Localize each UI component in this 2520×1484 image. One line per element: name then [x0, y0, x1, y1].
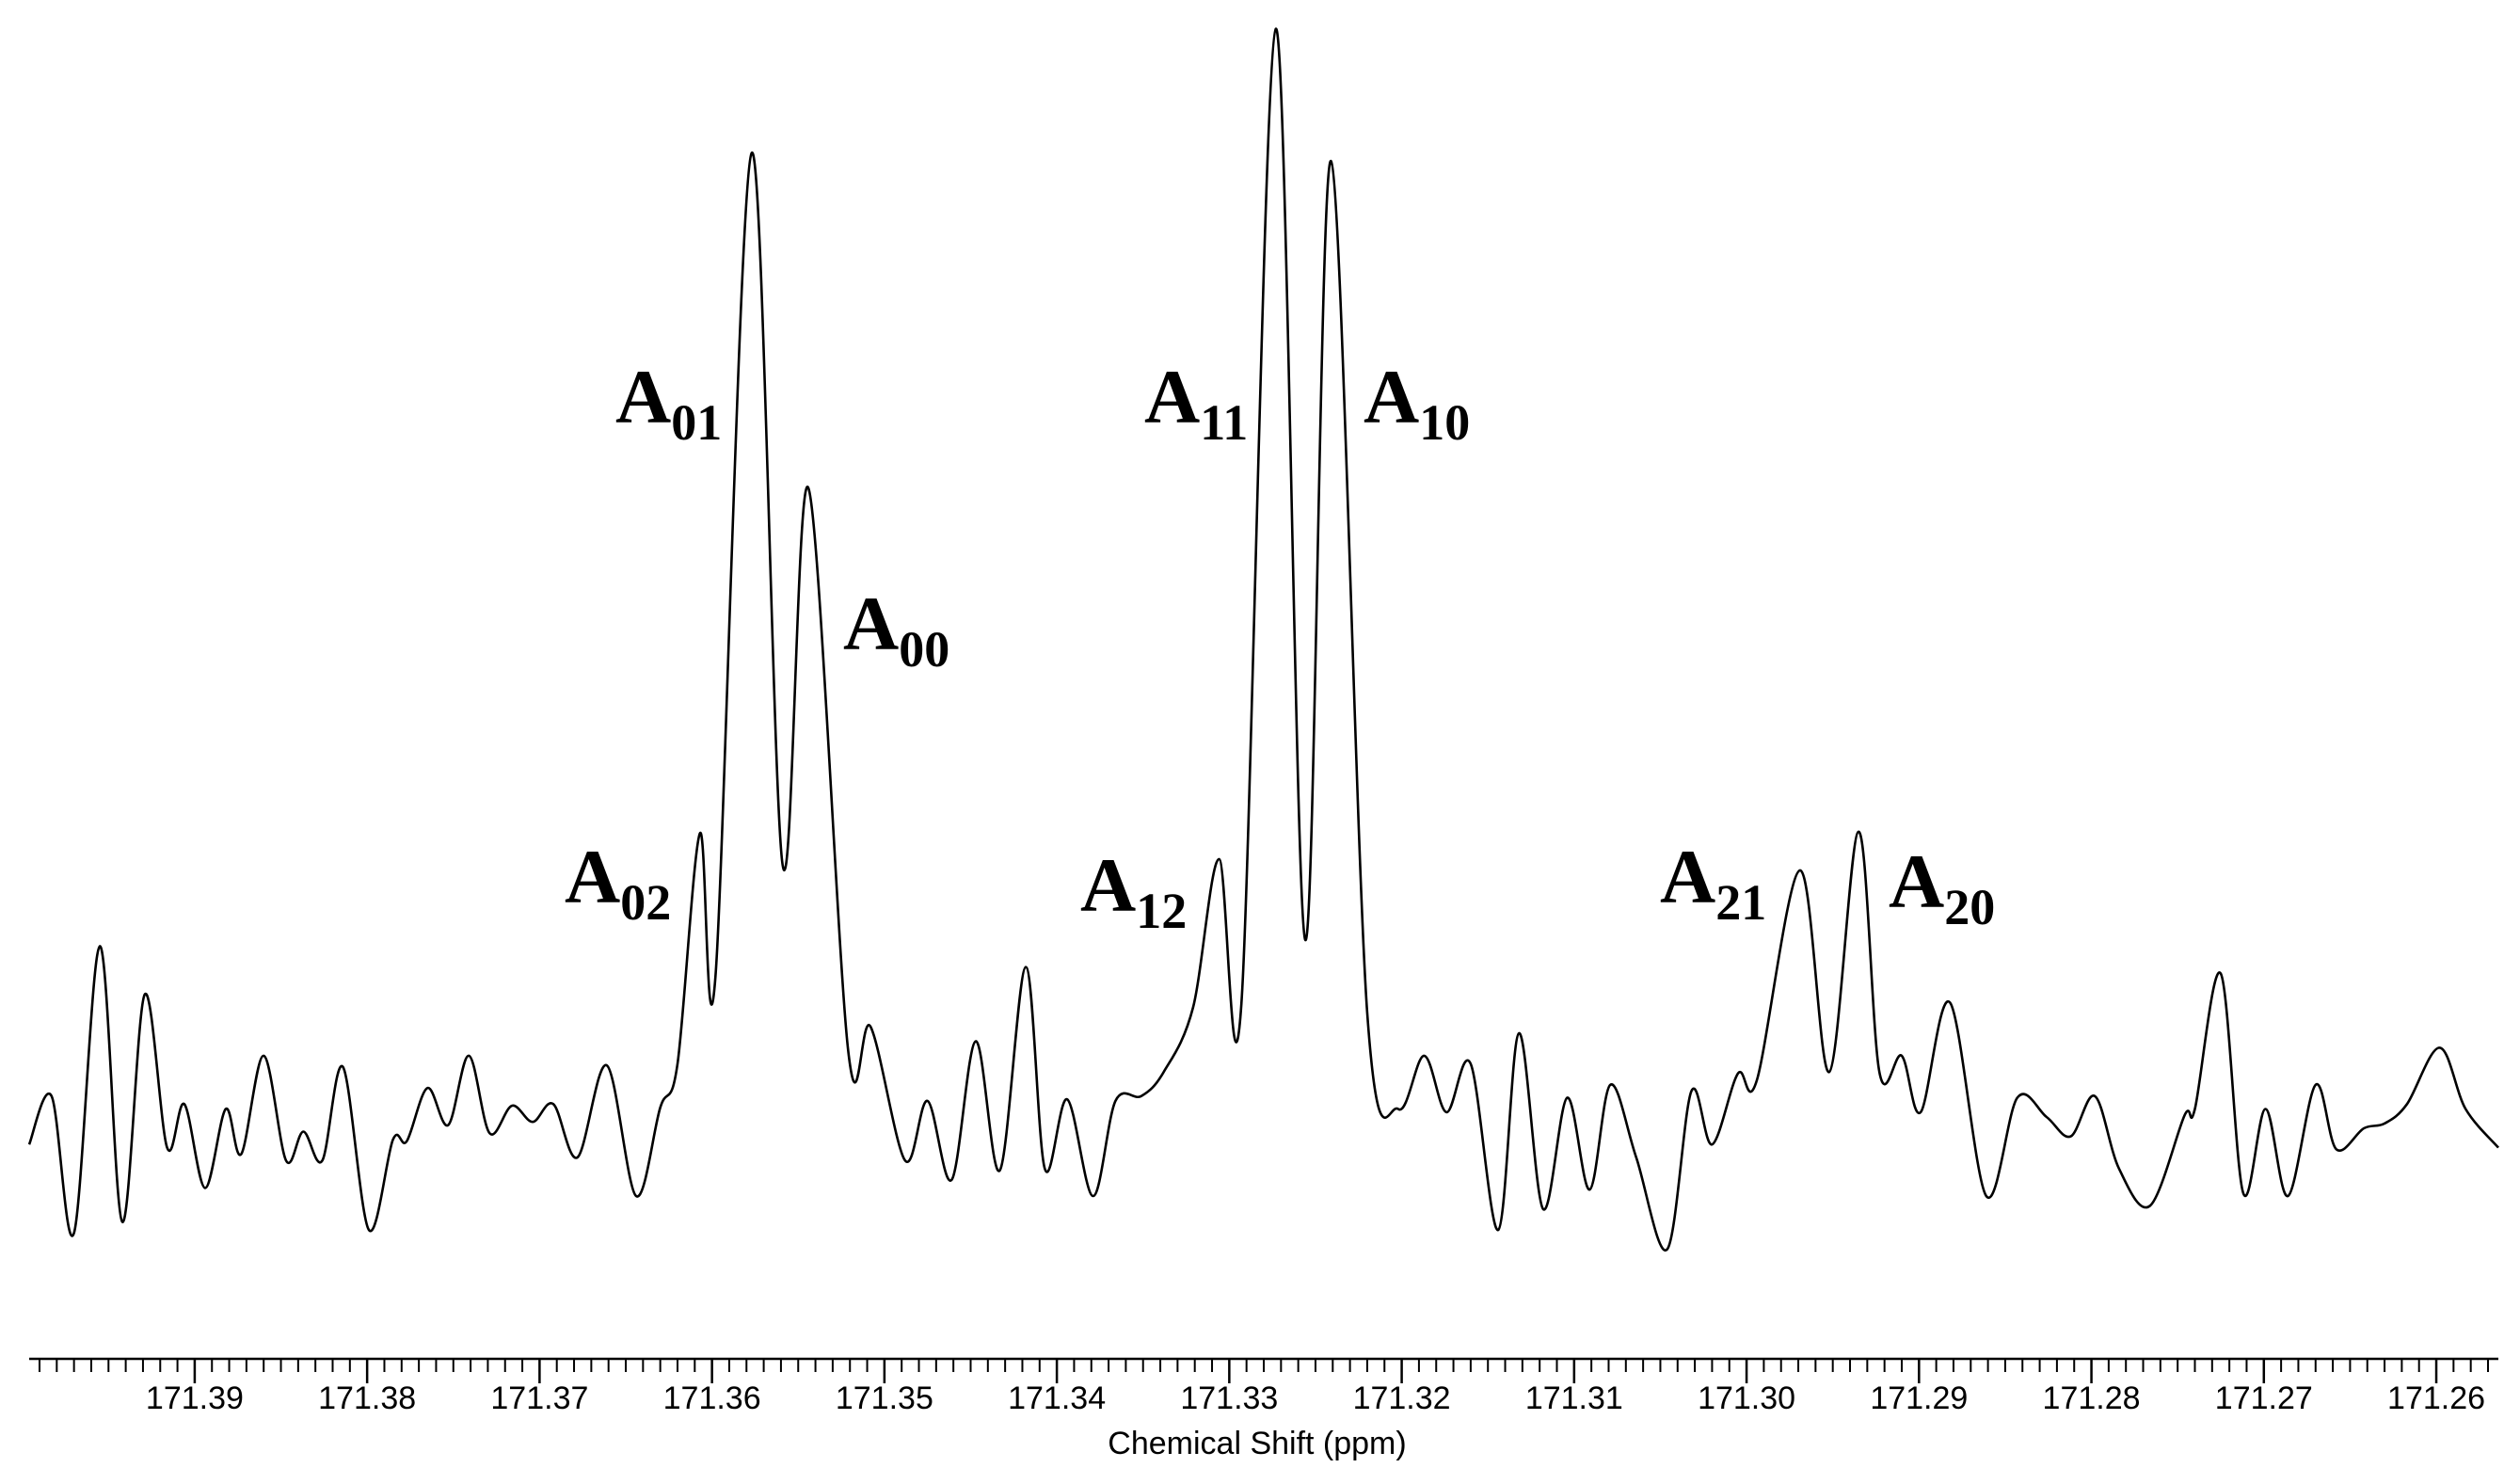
x-tick-label: 171.39 — [146, 1380, 244, 1416]
peak-label: A10 — [1364, 354, 1470, 451]
peak-label: A21 — [1660, 834, 1766, 931]
x-axis-label: Chemical Shift (ppm) — [1108, 1426, 1406, 1461]
peak-label-letter: A — [1889, 838, 1944, 924]
x-tick-label: 171.31 — [1525, 1380, 1623, 1416]
peak-label-subscript: 10 — [1419, 394, 1470, 451]
x-tick-label: 171.38 — [318, 1380, 416, 1416]
peak-label-subscript: 00 — [899, 621, 949, 678]
peak-label-letter: A — [615, 354, 671, 439]
peak-label-letter: A — [1364, 354, 1419, 439]
x-tick-label: 171.28 — [2043, 1380, 2141, 1416]
x-tick-label: 171.30 — [1698, 1380, 1795, 1416]
x-tick-label: 171.33 — [1180, 1380, 1278, 1416]
peak-label-letter: A — [843, 581, 899, 666]
peak-label-subscript: 21 — [1715, 874, 1766, 931]
peak-label: A20 — [1889, 838, 1995, 935]
x-tick-label: 171.32 — [1353, 1380, 1451, 1416]
peak-label-letter: A — [1660, 834, 1715, 919]
peak-label: A02 — [565, 834, 671, 931]
peak-label-subscript: 02 — [620, 874, 671, 931]
x-tick-label: 171.37 — [490, 1380, 588, 1416]
peak-label-letter: A — [1080, 842, 1136, 928]
peak-label: A00 — [843, 581, 949, 678]
peak-label: A12 — [1080, 842, 1187, 939]
x-tick-label: 171.35 — [836, 1380, 933, 1416]
peak-label-letter: A — [565, 834, 620, 919]
peak-label: A11 — [1144, 354, 1248, 451]
spectrum-line — [27, 27, 2499, 1252]
x-tick-label: 171.26 — [2387, 1380, 2485, 1416]
peak-label-subscript: 11 — [1200, 394, 1248, 451]
peak-label: A01 — [615, 354, 722, 451]
peak-label-subscript: 12 — [1136, 883, 1187, 939]
x-tick-label: 171.34 — [1008, 1380, 1106, 1416]
x-tick-label: 171.36 — [663, 1380, 761, 1416]
peak-label-subscript: 01 — [671, 394, 722, 451]
peak-label-subscript: 20 — [1944, 879, 1995, 935]
x-tick-label: 171.27 — [2215, 1380, 2313, 1416]
x-tick-label: 171.29 — [1870, 1380, 1968, 1416]
peak-label-letter: A — [1144, 354, 1200, 439]
